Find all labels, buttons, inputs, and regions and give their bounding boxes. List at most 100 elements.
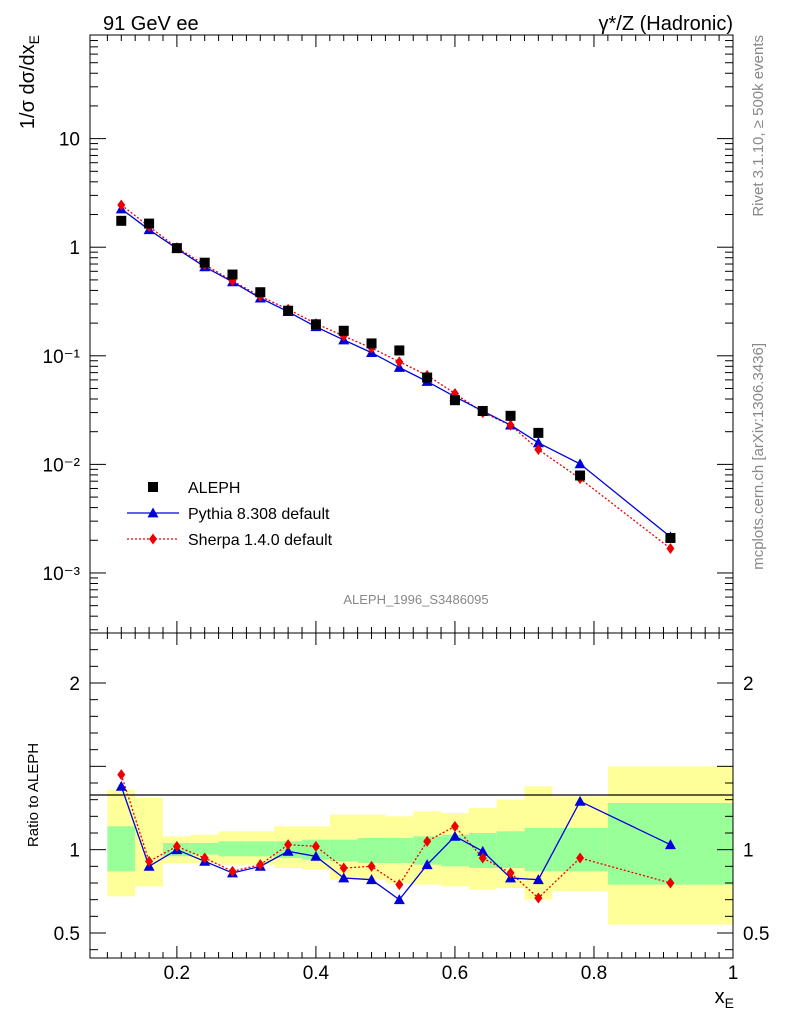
ratio-inner-band bbox=[385, 838, 414, 863]
aleph-point bbox=[505, 410, 516, 421]
main-series bbox=[115, 199, 676, 555]
ratio-pythia-point bbox=[574, 795, 586, 806]
ratio-sherpa-point bbox=[450, 820, 459, 832]
aleph-point bbox=[199, 257, 210, 268]
x-tick-label: 1 bbox=[728, 963, 739, 984]
legend-label: Sherpa 1.4.0 default bbox=[188, 532, 333, 549]
ratio-sherpa-point bbox=[395, 879, 404, 891]
left-title: 91 GeV ee bbox=[103, 13, 199, 35]
ratio-sherpa-point bbox=[200, 852, 209, 864]
ratio-y-tick-label-left: 1 bbox=[69, 841, 80, 862]
ratio-pythia-point bbox=[532, 874, 544, 885]
ratio-y-tick-label-left: 2 bbox=[69, 674, 80, 695]
main-y-tick-label: 10⁻¹ bbox=[43, 347, 81, 368]
x-tick-label: 0.6 bbox=[442, 963, 468, 984]
aleph-point bbox=[171, 243, 182, 254]
aleph-point bbox=[144, 218, 155, 229]
legend-aleph-marker bbox=[148, 482, 158, 492]
ratio-outer-band bbox=[135, 798, 163, 887]
ratio-sherpa-point bbox=[367, 860, 376, 872]
main-y-tick-label: 10⁻² bbox=[43, 455, 81, 476]
legend-label: ALEPH bbox=[188, 480, 240, 497]
ratio-series bbox=[115, 769, 676, 905]
ratio-pythia-point bbox=[393, 894, 405, 905]
aleph-point bbox=[449, 395, 460, 406]
ratio-y-tick-label-right: 0.5 bbox=[743, 924, 769, 945]
mcplots-label: mcplots.cern.ch [arXiv:1306.3436] bbox=[750, 343, 767, 570]
sherpa-point bbox=[506, 419, 515, 431]
ratio-pythia-point bbox=[366, 874, 378, 885]
ratio-pythia-point bbox=[664, 839, 676, 850]
aleph-point bbox=[366, 338, 377, 349]
ratio-sherpa-point bbox=[284, 839, 293, 851]
aleph-point bbox=[255, 287, 266, 298]
ratio-sherpa-point bbox=[478, 852, 487, 864]
ratio-sherpa-point bbox=[172, 840, 181, 852]
ratio-sherpa-point bbox=[256, 859, 265, 871]
ratio-sherpa-line bbox=[120, 774, 671, 899]
ratio-pythia-point bbox=[115, 780, 127, 791]
main-y-tick-label: 10 bbox=[59, 130, 80, 151]
ratio-y-tick-label-right: 1 bbox=[743, 841, 754, 862]
ratio-sherpa-point bbox=[576, 852, 585, 864]
x-axis-label: xE bbox=[715, 986, 734, 1011]
ratio-sherpa-point bbox=[506, 867, 515, 879]
aleph-point bbox=[575, 470, 586, 481]
aleph-point bbox=[338, 325, 349, 336]
aleph-point bbox=[283, 305, 294, 316]
aleph-point bbox=[477, 406, 488, 417]
ratio-inner-band bbox=[496, 831, 525, 868]
ratio-inner-band bbox=[329, 839, 358, 862]
x-tick-label: 0.2 bbox=[164, 963, 190, 984]
ratio-pythia-point bbox=[338, 872, 350, 883]
ratio-inner-band bbox=[246, 841, 275, 857]
ratio-pythia-point bbox=[477, 845, 489, 856]
main-frame bbox=[89, 34, 734, 634]
ratio-sherpa-point bbox=[228, 865, 237, 877]
ratio-sherpa-point bbox=[117, 769, 126, 781]
aleph-point bbox=[116, 215, 127, 226]
aleph-point bbox=[533, 427, 544, 438]
ratio-pythia-point bbox=[282, 845, 294, 856]
main-y-tick-label: 1 bbox=[69, 238, 80, 259]
ratio-sherpa-point bbox=[423, 835, 432, 847]
rivet-label: Rivet 3.1.10, ≥ 500k events bbox=[750, 35, 767, 217]
ratio-pythia-point bbox=[421, 859, 433, 870]
ratio-sherpa-point bbox=[534, 892, 543, 904]
ratio-sherpa-point bbox=[666, 877, 675, 889]
ratio-sherpa-point bbox=[145, 855, 154, 867]
ratio-frame bbox=[89, 632, 734, 959]
aleph-point bbox=[227, 269, 238, 280]
ratio-y-tick-label-left: 0.5 bbox=[54, 924, 80, 945]
legend: ALEPH Pythia 8.308 default Sherpa 1.4.0 de… bbox=[127, 480, 333, 549]
ratio-sherpa-point bbox=[339, 862, 348, 874]
ratio-bands bbox=[107, 766, 733, 925]
legend-sherpa-marker bbox=[149, 533, 157, 545]
ratio-inner-band bbox=[524, 828, 553, 872]
analysis-label: ALEPH_1996_S3486095 bbox=[343, 592, 488, 607]
sherpa-point bbox=[534, 444, 543, 456]
legend-pythia-marker bbox=[147, 507, 159, 518]
legend-label: Pythia 8.308 default bbox=[188, 506, 330, 523]
ratio-y-tick-label-right: 2 bbox=[743, 674, 754, 695]
ratio-pythia-point bbox=[310, 850, 322, 861]
ratio-inner-band bbox=[357, 838, 386, 863]
ratio-pythia-point bbox=[449, 830, 461, 841]
ratio-inner-band bbox=[190, 843, 219, 855]
sherpa-point bbox=[117, 199, 126, 211]
x-tick-label: 0.4 bbox=[303, 963, 330, 984]
ratio-sherpa-point bbox=[311, 840, 320, 852]
aleph-point bbox=[394, 345, 405, 356]
pythia-point bbox=[532, 437, 544, 448]
aleph-point bbox=[665, 532, 676, 543]
sherpa-point bbox=[395, 356, 404, 368]
ratio-inner-band bbox=[552, 828, 608, 872]
x-tick-label: 0.8 bbox=[581, 963, 607, 984]
right-title: γ*/Z (Hadronic) bbox=[599, 13, 733, 35]
sherpa-point bbox=[666, 543, 675, 555]
pythia-point bbox=[574, 458, 586, 469]
main-y-axis-label: 1/σ dσ/dxE bbox=[17, 35, 42, 129]
ratio-y-axis-label: Ratio to ALEPH bbox=[25, 743, 42, 847]
